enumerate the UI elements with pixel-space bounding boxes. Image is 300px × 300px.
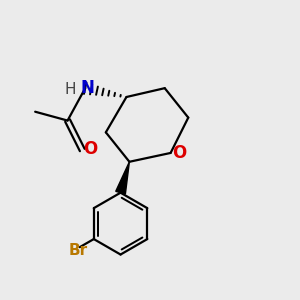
Polygon shape	[116, 162, 129, 194]
Text: H: H	[65, 82, 76, 97]
Text: O: O	[83, 140, 98, 158]
Text: N: N	[81, 79, 94, 97]
Text: Br: Br	[69, 243, 88, 258]
Text: O: O	[172, 144, 186, 162]
